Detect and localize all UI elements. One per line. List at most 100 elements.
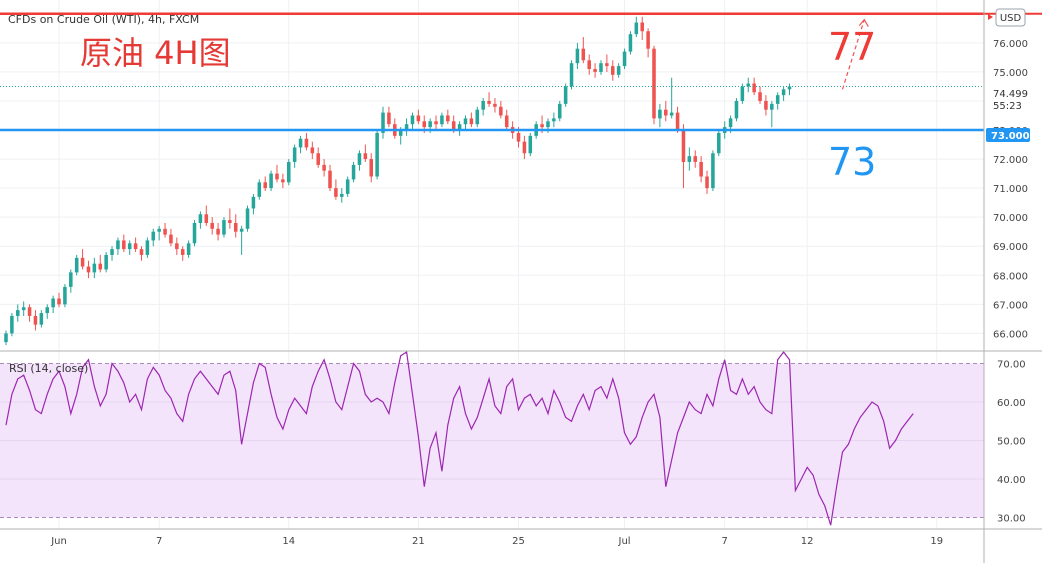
candle-body	[69, 272, 73, 287]
candle-body	[180, 249, 185, 255]
candle-body	[216, 228, 220, 235]
candle-body	[239, 228, 244, 232]
price-tick-label: 75.000	[993, 68, 1028, 79]
candle-body	[245, 208, 250, 229]
candle-body	[228, 220, 232, 223]
candle-body	[104, 254, 108, 270]
candle-body	[640, 22, 644, 32]
bar-countdown: 55:23	[993, 101, 1022, 112]
candle-body	[122, 240, 126, 250]
time-tick-label: 19	[930, 536, 943, 547]
candle-body	[363, 153, 368, 160]
candle-body	[222, 220, 226, 235]
candle-body	[699, 161, 703, 177]
candle-body	[664, 109, 668, 116]
candle-body	[251, 196, 256, 209]
forecast-arrow-line	[841, 19, 865, 90]
candle-body	[133, 243, 138, 250]
candle-body	[781, 89, 786, 96]
rsi-grid	[0, 401, 984, 480]
candle-body	[652, 48, 656, 119]
last-price-value: 74.499	[993, 89, 1028, 100]
candle-body	[428, 121, 432, 128]
candle-body	[263, 182, 267, 189]
forecast-arrow-head	[858, 18, 869, 27]
candle-body	[764, 100, 768, 110]
candle-body	[310, 147, 315, 154]
candle-body	[557, 103, 562, 119]
candle-body	[351, 164, 356, 180]
candle-body	[257, 182, 262, 197]
price-tick-label: 71.000	[993, 184, 1028, 195]
currency-button[interactable]	[995, 8, 1026, 27]
candle-body	[563, 86, 568, 104]
candle-body	[45, 307, 50, 314]
candle-body	[387, 112, 391, 125]
time-tick-label: 12	[801, 536, 814, 547]
candle-body	[528, 135, 533, 154]
candle-body	[669, 112, 674, 116]
candle-body	[546, 121, 550, 128]
candle-body	[616, 66, 621, 75]
price-tick-label: 72.000	[993, 155, 1028, 166]
candles	[4, 16, 792, 345]
chart-title: CFDs on Crude Oil (WTI), 4h, FXCM	[8, 13, 199, 26]
candle-body	[163, 228, 167, 235]
candle-body	[357, 153, 362, 165]
candle-body	[92, 263, 97, 273]
rsi-tick-label: 30.00	[997, 513, 1026, 524]
rsi-series	[5, 350, 914, 526]
price-tick-label: 66.000	[993, 329, 1028, 340]
forecast-arrow	[841, 18, 869, 90]
candle-body	[63, 286, 67, 305]
candle-body	[21, 307, 26, 311]
candle-body	[434, 121, 438, 125]
price-tick-label: 68.000	[993, 271, 1028, 282]
candle-body	[340, 193, 344, 197]
candle-body	[292, 147, 297, 162]
candle-body	[145, 240, 150, 255]
candle-body	[687, 156, 692, 162]
rsi-tick-label: 40.00	[997, 475, 1026, 486]
price-tick-label: 76.000	[993, 39, 1028, 50]
candle-body	[775, 95, 780, 104]
price-tick-label: 67.000	[993, 300, 1028, 311]
candle-body	[610, 66, 615, 75]
candle-body	[787, 86, 792, 90]
candle-body	[304, 138, 309, 148]
time-tick-label: Jun	[50, 536, 67, 547]
candle-body	[4, 333, 8, 343]
candle-body	[552, 118, 556, 122]
candle-body	[269, 173, 273, 189]
candle-body	[440, 115, 444, 125]
time-tick-label: 7	[156, 536, 162, 547]
candle-body	[752, 83, 756, 93]
rsi-tick-label: 70.00	[997, 360, 1026, 371]
candle-body	[416, 115, 421, 122]
candle-body	[404, 124, 409, 131]
candle-body	[487, 100, 491, 104]
candle-body	[86, 266, 91, 273]
candle-body	[481, 100, 485, 110]
level-77-label: 77	[828, 25, 876, 69]
rsi-title: RSI (14, close)	[9, 362, 88, 375]
candle-body	[322, 164, 326, 171]
candle-body	[151, 231, 156, 241]
candle-body	[463, 118, 468, 125]
candle-body	[410, 115, 415, 125]
candle-body	[675, 112, 680, 131]
candle-body	[658, 109, 662, 119]
candle-body	[369, 159, 374, 177]
candle-body	[740, 86, 745, 101]
candle-body	[446, 115, 450, 122]
rsi-axis: 30.00 40.00 50.00 60.00 70.00	[997, 360, 1026, 525]
candle-body	[186, 243, 191, 255]
candle-body	[770, 103, 774, 110]
candle-body	[157, 228, 161, 232]
candle-body	[334, 188, 338, 197]
candle-body	[587, 60, 591, 70]
candle-body	[504, 115, 509, 128]
candle-body	[581, 48, 586, 61]
candle-body	[457, 124, 462, 131]
candle-body	[204, 214, 209, 223]
